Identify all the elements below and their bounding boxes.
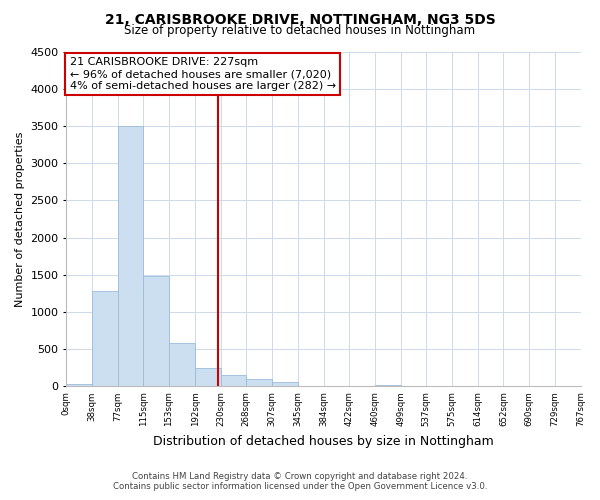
Y-axis label: Number of detached properties: Number of detached properties — [15, 132, 25, 306]
Bar — [374, 385, 401, 386]
Bar — [221, 376, 246, 386]
Bar — [195, 368, 221, 386]
Text: Contains HM Land Registry data © Crown copyright and database right 2024.
Contai: Contains HM Land Registry data © Crown c… — [113, 472, 487, 491]
Bar — [169, 344, 195, 386]
Text: 21, CARISBROOKE DRIVE, NOTTINGHAM, NG3 5DS: 21, CARISBROOKE DRIVE, NOTTINGHAM, NG3 5… — [104, 12, 496, 26]
Text: Size of property relative to detached houses in Nottingham: Size of property relative to detached ho… — [124, 24, 476, 37]
Bar — [92, 291, 118, 386]
Bar — [67, 384, 92, 386]
Bar — [143, 276, 169, 386]
Text: 21 CARISBROOKE DRIVE: 227sqm
← 96% of detached houses are smaller (7,020)
4% of : 21 CARISBROOKE DRIVE: 227sqm ← 96% of de… — [70, 58, 336, 90]
Bar — [246, 379, 272, 386]
X-axis label: Distribution of detached houses by size in Nottingham: Distribution of detached houses by size … — [153, 434, 494, 448]
Bar — [272, 382, 298, 386]
Bar — [118, 126, 143, 386]
